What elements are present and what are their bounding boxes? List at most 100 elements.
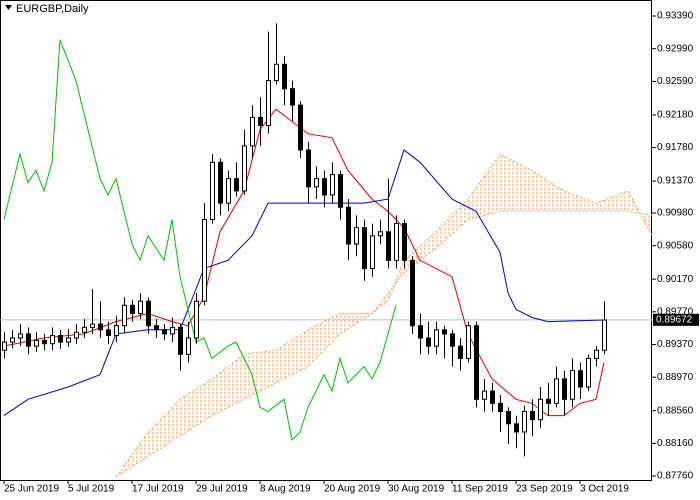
y-tick-label: 0.91780 xyxy=(657,142,694,153)
candle-body xyxy=(138,300,143,314)
candle-body xyxy=(114,325,119,337)
candle-body xyxy=(18,333,23,339)
plot xyxy=(0,23,653,478)
candle-body xyxy=(74,331,79,339)
candle-body xyxy=(274,63,279,82)
candle-body xyxy=(90,323,95,328)
candle-body xyxy=(130,304,135,314)
y-tick-label: 0.91370 xyxy=(657,176,694,187)
candle-body xyxy=(66,337,71,343)
candle-body xyxy=(330,174,335,196)
candle-body xyxy=(522,411,527,433)
y-tick-label: 0.90980 xyxy=(657,208,694,219)
candle-body xyxy=(314,178,319,188)
candle-body xyxy=(170,326,175,335)
candle-body xyxy=(418,325,423,339)
candle-body xyxy=(2,341,7,351)
x-tick-label: 17 Jul 2019 xyxy=(132,484,184,495)
candle-body xyxy=(146,300,151,327)
y-tick-label: 0.87760 xyxy=(657,471,694,482)
y-tick-label: 0.89370 xyxy=(657,339,694,350)
indicator-line xyxy=(3,108,605,417)
candle-body xyxy=(594,349,599,359)
y-tick-label: 0.88160 xyxy=(657,438,694,449)
last-price-box xyxy=(653,313,699,326)
candle-body xyxy=(450,333,455,347)
cloud-span xyxy=(115,210,653,478)
candle-body xyxy=(546,398,551,404)
candle-body xyxy=(498,402,503,413)
candle-body xyxy=(346,206,351,245)
candle-body xyxy=(602,319,607,351)
candle-body xyxy=(186,337,191,355)
indicator-line xyxy=(3,39,397,442)
chart-title: EURGBP,Daily xyxy=(16,3,89,15)
x-tick-label: 29 Jul 2019 xyxy=(196,484,248,495)
x-tick-label: 3 Oct 2019 xyxy=(580,484,629,495)
candle-body xyxy=(490,390,495,404)
x-tick-label: 23 Sep 2019 xyxy=(516,484,573,495)
candle-body xyxy=(370,235,375,270)
candle-body xyxy=(442,329,447,335)
x-tick-label: 5 Jul 2019 xyxy=(68,484,115,495)
candle-body xyxy=(322,178,327,196)
y-tick-label: 0.88970 xyxy=(657,372,694,383)
y-tick-label: 0.92180 xyxy=(657,110,694,121)
candle-body xyxy=(562,378,567,400)
x-tick-label: 8 Aug 2019 xyxy=(260,484,311,495)
y-tick-label: 0.89770 xyxy=(657,306,694,317)
candle-body xyxy=(58,335,63,343)
cloud-span xyxy=(115,153,653,478)
candle-body xyxy=(426,337,431,347)
candle-body xyxy=(410,259,415,327)
candle-body xyxy=(202,218,207,302)
candle-body xyxy=(362,227,367,270)
y-tick-label: 0.90170 xyxy=(657,274,694,285)
candle-body xyxy=(98,323,103,331)
candle-body xyxy=(554,378,559,404)
candle-body xyxy=(530,411,535,421)
candle-body xyxy=(306,149,311,188)
candle-body xyxy=(586,357,591,388)
candle-body xyxy=(402,223,407,261)
x-tick-label: 25 Jun 2019 xyxy=(4,484,59,495)
candle-body xyxy=(226,178,231,204)
candle-body xyxy=(154,325,159,331)
candle-body xyxy=(82,326,87,333)
candle-body xyxy=(474,325,479,400)
candle-body xyxy=(162,329,167,335)
candle-body xyxy=(194,300,199,339)
title-arrow xyxy=(5,5,12,10)
candle-body xyxy=(434,329,439,347)
y-tick-label: 0.88560 xyxy=(657,405,694,416)
x-tick-label: 11 Sep 2019 xyxy=(452,484,508,495)
candle-body xyxy=(570,370,575,400)
candle-body xyxy=(50,335,55,345)
candle-body xyxy=(514,423,519,433)
candle-body xyxy=(26,333,31,347)
candle-body xyxy=(338,174,343,208)
candle-body xyxy=(178,326,183,355)
candle-body xyxy=(538,398,543,421)
candle-body xyxy=(282,63,287,90)
candle-body xyxy=(210,161,215,220)
last-price-label: 0.89672 xyxy=(656,314,693,325)
candle-body xyxy=(394,223,399,261)
candle-body xyxy=(266,80,271,127)
candle-body xyxy=(482,390,487,400)
candle-body xyxy=(122,304,127,327)
candle-body xyxy=(506,411,511,425)
candle-body xyxy=(458,345,463,359)
y-tick-label: 0.92990 xyxy=(657,43,694,54)
candle-body xyxy=(234,178,239,192)
indicator-line xyxy=(3,149,605,417)
candle-body xyxy=(378,231,383,237)
candle-body xyxy=(106,329,111,337)
candle-body xyxy=(250,116,255,147)
candle-body xyxy=(258,116,263,127)
y-tick-label: 0.92590 xyxy=(657,76,694,87)
candle-body xyxy=(290,88,295,106)
candle-body xyxy=(578,370,583,388)
candle-body xyxy=(386,231,391,261)
